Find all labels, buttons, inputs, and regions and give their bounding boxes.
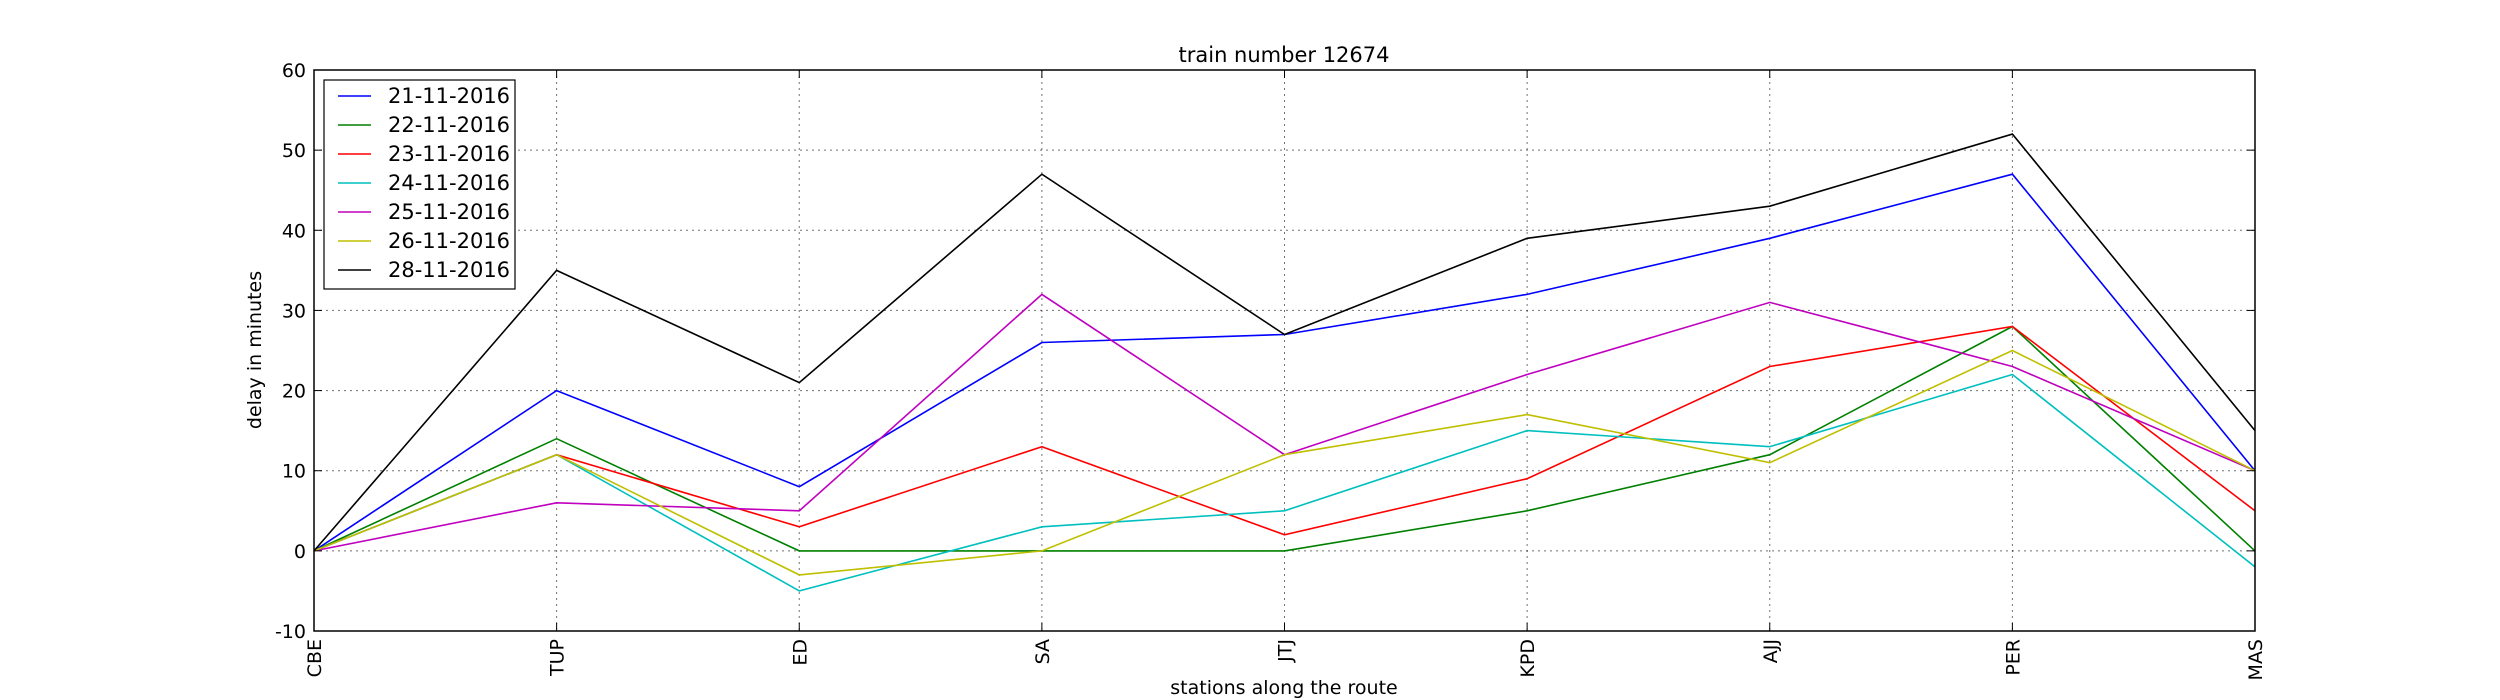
series-line-22-11-2016 [313, 325, 2256, 552]
series-line-26-11-2016 [313, 349, 2256, 576]
series-line-25-11-2016 [313, 293, 2256, 552]
x-axis-label: stations along the route [1170, 677, 1397, 699]
y-tick-label: 0 [294, 541, 306, 563]
series-line-23-11-2016 [313, 325, 2256, 552]
x-tick-label: MAS [2245, 639, 2267, 680]
legend-label: 21-11-2016 [388, 84, 510, 108]
y-tick-label: -10 [275, 621, 306, 643]
y-tick-label: 10 [282, 461, 306, 483]
legend-box [323, 79, 516, 290]
legend-label: 26-11-2016 [388, 229, 510, 253]
legend-label: 28-11-2016 [388, 258, 510, 282]
legend-items: 21-11-2016 22-11-2016 23-11-2016 24-11-2016… [338, 84, 510, 282]
x-tick-label: AJJ [1760, 639, 1782, 663]
x-tick-label: KPD [1517, 639, 1539, 678]
y-tick-label: 30 [282, 300, 306, 322]
y-tick-label: 60 [282, 60, 306, 82]
x-tick-label: PER [2002, 639, 2024, 676]
legend-label: 25-11-2016 [388, 200, 510, 224]
grid-layer [313, 69, 2256, 632]
series-line-24-11-2016 [313, 373, 2256, 592]
chart-title: train number 12674 [1179, 43, 1390, 67]
tick-layer: -10 0 10 20 30 40 50 60 CBE TUP ED SA JTJ KPD AJJ PER MA… [275, 60, 2267, 680]
x-tick-label: JTJ [1275, 639, 1297, 663]
y-axis-label: delay in minutes [244, 271, 266, 429]
y-tick-label: 50 [282, 140, 306, 162]
y-tick-label: 20 [282, 381, 306, 403]
series-line-21-11-2016 [313, 173, 2256, 552]
series-layer [313, 133, 2256, 592]
x-tick-label: ED [789, 639, 811, 666]
legend-label: 22-11-2016 [388, 113, 510, 137]
x-tick-label: CBE [304, 639, 326, 677]
legend: 21-11-2016 22-11-2016 23-11-2016 24-11-2016… [323, 79, 516, 290]
y-tick-label: 40 [282, 220, 306, 242]
series-line-28-11-2016 [313, 133, 2256, 552]
x-tick-label: TUP [547, 639, 569, 677]
x-tick-label: SA [1032, 639, 1054, 664]
legend-label: 24-11-2016 [388, 171, 510, 195]
legend-label: 23-11-2016 [388, 142, 510, 166]
